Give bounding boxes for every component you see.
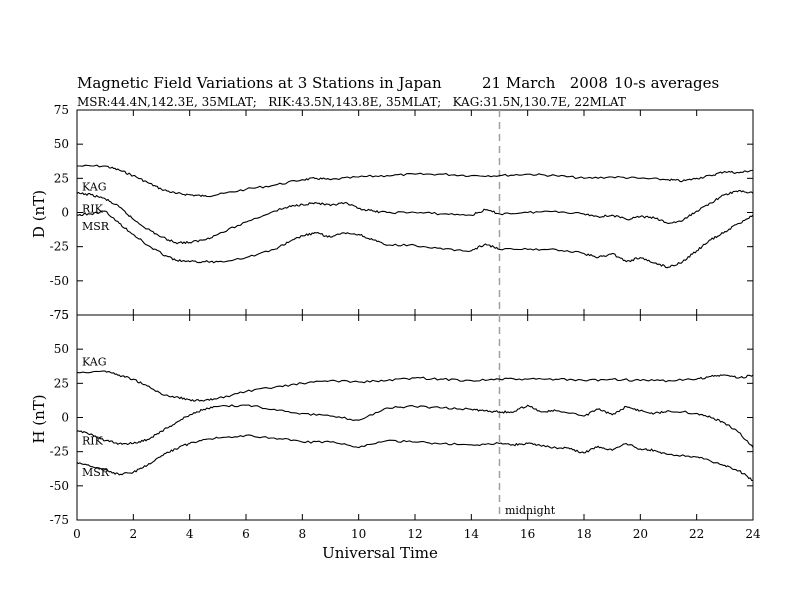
averaging-label: 10-s averages [614,74,719,92]
x-tick-label: 20 [633,527,648,541]
top-y-axis-label: D (nT) [30,190,48,238]
midnight-label: midnight [505,504,556,517]
bottom-y-tick-label: 25 [54,376,69,390]
x-tick-label: 4 [186,527,194,541]
top-series-label-msr: MSR [82,220,110,233]
top-y-tick-label: 75 [54,103,69,117]
x-axis-label: Universal Time [322,544,438,562]
top-series-kag [77,164,754,198]
top-series-msr [77,210,754,269]
x-tick-label: 22 [689,527,704,541]
bottom-series-rik [76,404,754,448]
plot-layer: -75 -50 -25 0 25 50 75 KAG RIK MSR -75 -50 -25 0 25 50 7… [50,103,761,541]
top-y-tick-label: -50 [50,274,69,288]
chart-date: 21 March 2008 [482,74,608,92]
bottom-y-tick-label: 75 [54,308,69,322]
x-tick-label: 0 [73,527,81,541]
bottom-y-axis-label: H (nT) [30,394,48,443]
bottom-panel-frame [76,314,754,521]
x-tick-label: 2 [130,527,138,541]
bottom-series-label-msr: MSR [82,466,110,479]
top-series-label-rik: RIK [82,202,104,215]
chart-title: Magnetic Field Variations at 3 Stations … [77,74,442,92]
bottom-series-msr [76,434,753,481]
x-tick-label: 10 [351,527,366,541]
x-tick-label: 16 [520,527,535,541]
top-y-tick-label: -75 [50,308,69,322]
x-tick-label: 18 [576,527,591,541]
bottom-y-tick-label: -25 [50,445,69,459]
bottom-y-tick-label: -75 [50,513,69,527]
bottom-series-kag [76,370,754,402]
top-series-label-kag: KAG [82,181,107,194]
bottom-series-label-rik: RIK [82,435,104,448]
stations-info: MSR:44.4N,142.3E, 35MLAT; RIK:43.5N,143.… [77,95,626,109]
bottom-series-label-kag: KAG [82,355,107,368]
top-y-tick-label: 50 [54,137,69,151]
bottom-y-tick-label: -50 [50,479,69,493]
top-y-tick-label: -25 [50,240,69,254]
x-tick-label: 12 [407,527,422,541]
x-tick-label: 24 [745,527,761,541]
x-tick-label: 14 [464,527,480,541]
bottom-y-tick-label: 0 [61,411,69,425]
bottom-y-tick-label: 50 [54,342,69,356]
top-y-tick-label: 25 [54,171,69,185]
x-tick-label: 6 [242,527,250,541]
x-tick-label: 8 [299,527,307,541]
top-series-rik [76,190,754,245]
top-y-tick-label: 0 [61,206,69,220]
